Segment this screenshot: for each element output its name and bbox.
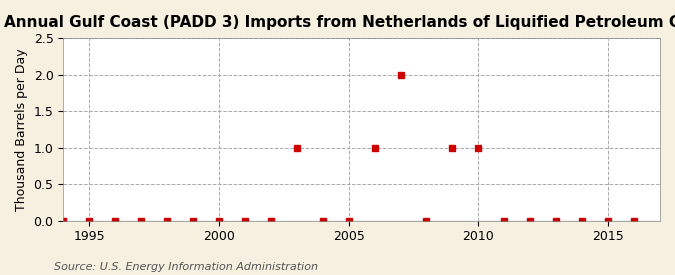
Title: Annual Gulf Coast (PADD 3) Imports from Netherlands of Liquified Petroleum Gases: Annual Gulf Coast (PADD 3) Imports from … bbox=[3, 15, 675, 30]
Text: Source: U.S. Energy Information Administration: Source: U.S. Energy Information Administ… bbox=[54, 262, 318, 271]
Y-axis label: Thousand Barrels per Day: Thousand Barrels per Day bbox=[15, 48, 28, 211]
